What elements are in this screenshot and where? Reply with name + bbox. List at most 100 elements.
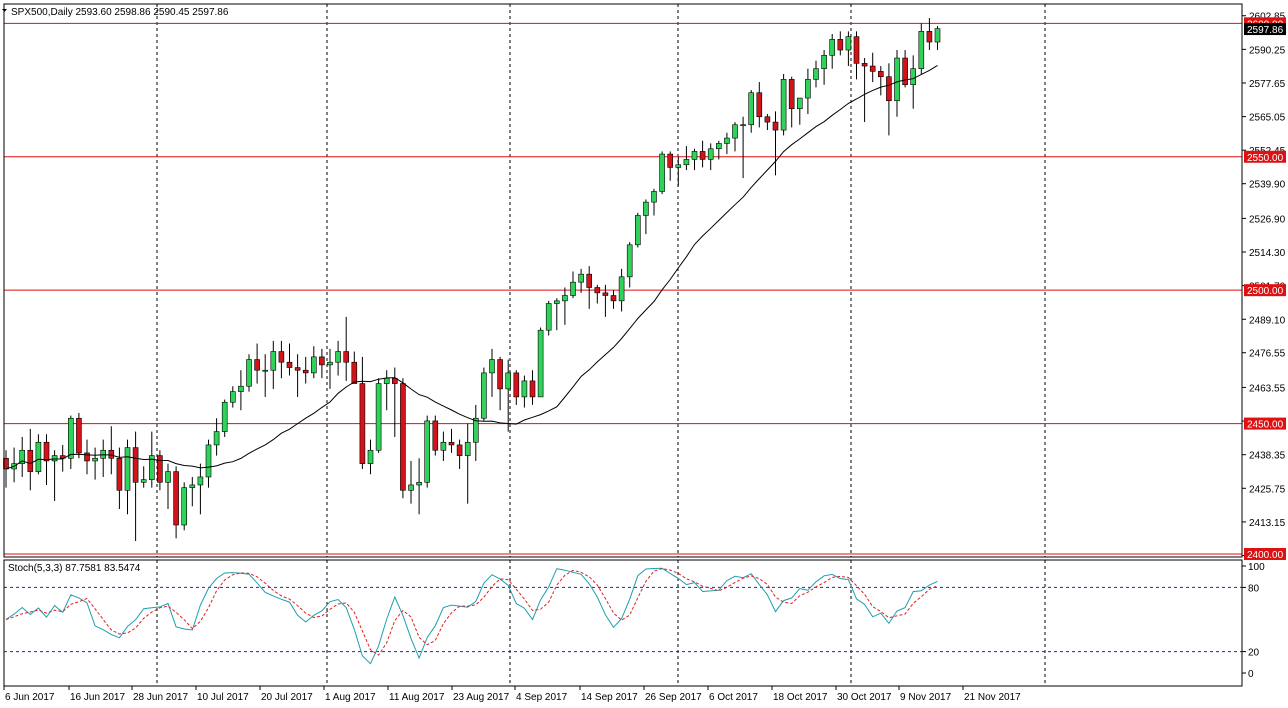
candle-body: [310, 356, 317, 374]
candle-body: [667, 153, 674, 168]
candle-body: [351, 361, 358, 384]
candle-body: [764, 116, 771, 123]
candle-body: [813, 68, 819, 80]
candle-body: [505, 372, 512, 390]
stoch-title: Stoch(5,3,3) 87.7581 83.5474: [8, 563, 141, 574]
candle-body: [140, 479, 147, 483]
candle-body: [108, 449, 115, 459]
candle-body: [189, 484, 196, 488]
candle-body: [707, 148, 714, 160]
candle-body: [521, 380, 528, 398]
candle-body: [262, 369, 269, 372]
vertical-grid: [156, 4, 1046, 686]
candle-body: [586, 273, 593, 288]
candle-body: [618, 276, 625, 302]
candle-body: [894, 57, 900, 102]
candle-body: [448, 441, 455, 446]
x-tick-label: 9 Nov 2017: [900, 692, 952, 703]
candle-body: [165, 471, 171, 483]
candle-body: [181, 487, 187, 526]
y-tick-label: 2413.15: [1249, 518, 1286, 529]
candle-body: [124, 447, 131, 491]
candle-body: [602, 292, 609, 296]
x-tick-label: 10 Jul 2017: [197, 692, 249, 703]
candle-body: [416, 481, 422, 486]
x-tick-label: 1 Aug 2017: [325, 692, 376, 703]
candle-body: [246, 359, 252, 387]
candle-body: [278, 351, 285, 363]
candle-body: [537, 329, 544, 398]
candle-body: [464, 441, 471, 456]
candle-body: [481, 372, 487, 419]
candle-body: [683, 159, 690, 166]
candle-body: [100, 449, 106, 459]
candle-body: [302, 369, 309, 374]
candle-body: [732, 124, 738, 139]
candle-body: [659, 153, 665, 192]
candle-body: [634, 215, 641, 246]
candle-body: [902, 57, 908, 86]
x-tick-label: 30 Oct 2017: [837, 692, 892, 703]
y-tick-label: 2489.10: [1249, 315, 1286, 326]
price-axis: 2602.852590.252577.652565.052552.452539.…: [1242, 12, 1286, 563]
candle-body: [869, 65, 876, 72]
candle-body: [910, 68, 917, 86]
candle-body: [780, 79, 787, 131]
candle-body: [294, 367, 301, 371]
candle-body: [375, 383, 382, 451]
candle-body: [772, 121, 779, 131]
candle-body: [724, 137, 730, 144]
y-tick-label: 2539.90: [1249, 180, 1286, 191]
y-tick-label: 2602.85: [1249, 12, 1286, 23]
price-frame: [3, 3, 1243, 558]
x-tick-label: 14 Sep 2017: [581, 692, 638, 703]
time-axis: 6 Jun 2017 16 Jun 2017 28 Jun 2017 10 Jul 2…: [3, 686, 1021, 703]
level-tag-label: 2450.00: [1247, 420, 1284, 431]
candle-body: [594, 287, 601, 294]
price-panel: SPX500,Daily 2593.60 2598.86 2590.45 259…: [2, 4, 1242, 686]
candle-body: [343, 351, 350, 363]
candle-body: [400, 383, 406, 491]
candle-body: [27, 449, 34, 472]
candle-body: [359, 383, 366, 464]
y-tick-label: 2438.35: [1249, 451, 1286, 462]
candle-body: [691, 151, 698, 160]
candle-body: [877, 71, 884, 78]
candle-body: [740, 124, 746, 127]
y-tick-label: 2476.55: [1249, 349, 1286, 360]
candle-body: [230, 391, 236, 403]
candle-body: [132, 447, 139, 483]
stoch-frame: [3, 559, 1243, 687]
current-price-tag: [1244, 23, 1286, 36]
candle-body: [59, 455, 66, 459]
candle-body: [76, 417, 82, 454]
candle-body: [926, 31, 933, 43]
candle-body: [51, 455, 58, 462]
candle-body: [570, 281, 576, 296]
x-tick-label: 26 Sep 2017: [645, 692, 702, 703]
candle-body: [796, 97, 803, 110]
y-tick-label: 2577.65: [1249, 79, 1286, 90]
candle-body: [756, 92, 763, 118]
candle-body: [270, 351, 277, 371]
candle-body: [335, 351, 341, 363]
candle-body: [173, 471, 179, 526]
level-tag: [1244, 548, 1286, 560]
x-tick-label: 20 Jul 2017: [261, 692, 313, 703]
level-tag-label: 2400.00: [1247, 550, 1284, 561]
candle-body: [408, 484, 414, 491]
candle-body: [84, 452, 90, 462]
candle-body: [116, 457, 123, 491]
candle-body: [529, 380, 536, 398]
candle-body: [489, 359, 495, 374]
candle-body: [197, 476, 204, 486]
candle-body: [715, 143, 722, 150]
candle-body: [327, 361, 333, 366]
candle-body: [805, 79, 811, 99]
candle-body: [43, 441, 50, 462]
stoch-signal-line: [5, 568, 938, 656]
candle-body: [886, 76, 892, 102]
candle-body: [221, 401, 228, 432]
candle-body: [837, 39, 844, 51]
x-tick-label: 4 Sep 2017: [516, 692, 568, 703]
